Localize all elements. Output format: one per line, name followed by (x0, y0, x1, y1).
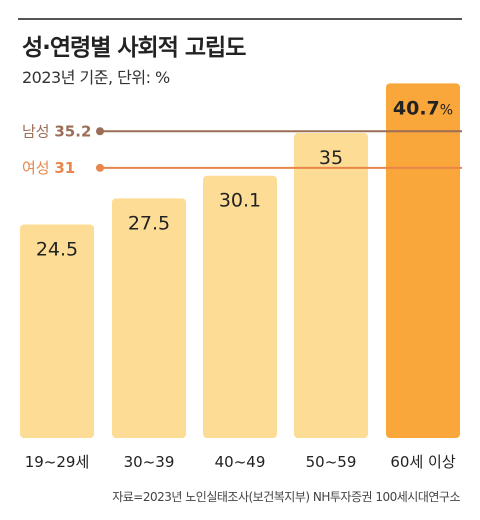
value-label-3: 30.1 (219, 190, 261, 212)
value-label-5: 40.7% (393, 97, 453, 119)
chart-title: 성·연령별 사회적 고립도 (22, 35, 246, 61)
reference-marker-1 (96, 127, 104, 136)
reference-label-1: 남성 35.2 (22, 122, 91, 140)
x-tick-label-1: 19~29세 (25, 453, 90, 471)
title-rule (18, 18, 462, 20)
bar-5 (386, 83, 460, 438)
x-tick-label-5: 60세 이상 (390, 453, 455, 471)
x-tick-label-4: 50~59 (306, 453, 357, 471)
chart-subtitle: 2023년 기준, 단위: % (22, 68, 170, 87)
x-tick-label-3: 40~49 (215, 453, 266, 471)
x-tick-label-2: 30~39 (124, 453, 175, 471)
value-label-2: 27.5 (128, 212, 170, 234)
source-note: 자료=2023년 노인실태조사(보건복지부) NH투자증권 100세시대연구소 (112, 490, 460, 504)
value-label-4: 35 (319, 147, 343, 169)
bar-2 (112, 198, 186, 438)
bar-3 (203, 175, 277, 438)
value-label-1: 24.5 (36, 239, 78, 261)
reference-label-2: 여성 31 (22, 159, 75, 177)
bar-1 (20, 224, 94, 438)
reference-marker-2 (96, 163, 104, 172)
bar-4 (294, 133, 368, 438)
